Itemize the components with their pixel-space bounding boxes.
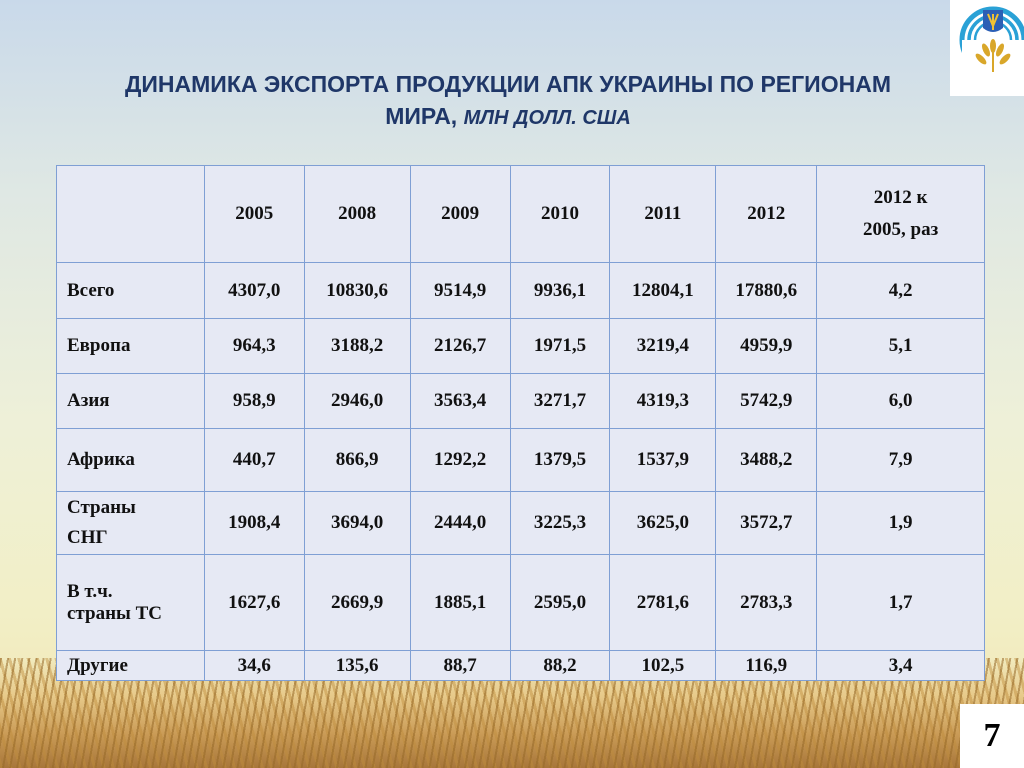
table-cell: 2595,0 bbox=[509, 554, 611, 651]
ratio-cell: 3,4 bbox=[816, 650, 985, 681]
table-cell: 12804,1 bbox=[609, 262, 717, 319]
header-year: 2012 bbox=[715, 165, 818, 263]
header-ratio: 2012 к 2005, раз bbox=[816, 165, 985, 263]
table-row: Другие 34,6 135,6 88,7 88,2 102,5 116,9 … bbox=[56, 650, 985, 681]
row-label-line1: В т.ч. bbox=[67, 580, 113, 602]
table-cell: 10830,6 bbox=[303, 262, 411, 319]
table-cell: 4307,0 bbox=[203, 262, 305, 319]
row-label-line2: СНГ bbox=[67, 527, 108, 548]
export-table: 2005 2008 2009 2010 2011 2012 2012 к 200… bbox=[56, 165, 985, 681]
table-cell: 2669,9 bbox=[303, 554, 411, 651]
title-line-1: ДИНАМИКА ЭКСПОРТА ПРОДУКЦИИ АПК УКРАИНЫ … bbox=[125, 71, 891, 97]
table-cell: 1885,1 bbox=[409, 554, 511, 651]
ratio-cell: 1,9 bbox=[816, 491, 985, 555]
table-cell: 4319,3 bbox=[609, 373, 717, 429]
table-cell: 3563,4 bbox=[409, 373, 511, 429]
table-cell: 3271,7 bbox=[509, 373, 611, 429]
ratio-cell: 6,0 bbox=[816, 373, 985, 429]
table-cell: 3219,4 bbox=[609, 318, 717, 374]
header-row: 2005 2008 2009 2010 2011 2012 2012 к 200… bbox=[56, 165, 985, 263]
table-cell: 964,3 bbox=[203, 318, 305, 374]
table-cell: 9936,1 bbox=[509, 262, 611, 319]
table-cell: 88,7 bbox=[409, 650, 511, 681]
table-cell: 9514,9 bbox=[409, 262, 511, 319]
table-cell: 2444,0 bbox=[409, 491, 511, 555]
table-cell: 2783,3 bbox=[715, 554, 818, 651]
table-cell: 4959,9 bbox=[715, 318, 818, 374]
table-cell: 1379,5 bbox=[509, 428, 611, 492]
row-label-line1: Страны bbox=[67, 497, 136, 518]
page-number: 7 bbox=[960, 704, 1024, 768]
table-cell: 3572,7 bbox=[715, 491, 818, 555]
header-year: 2011 bbox=[609, 165, 717, 263]
row-label: Африка bbox=[56, 428, 205, 492]
table-cell: 5742,9 bbox=[715, 373, 818, 429]
table-cell: 17880,6 bbox=[715, 262, 818, 319]
title-line-2-main: МИРА, bbox=[385, 103, 458, 129]
table-cell: 1537,9 bbox=[609, 428, 717, 492]
table-cell: 3694,0 bbox=[303, 491, 411, 555]
table-cell: 1627,6 bbox=[203, 554, 305, 651]
table-cell: 88,2 bbox=[509, 650, 611, 681]
ratio-cell: 5,1 bbox=[816, 318, 985, 374]
header-year: 2009 bbox=[409, 165, 511, 263]
table-cell: 1908,4 bbox=[203, 491, 305, 555]
header-year: 2005 bbox=[203, 165, 305, 263]
table-cell: 1971,5 bbox=[509, 318, 611, 374]
row-label-line2: страны ТС bbox=[67, 602, 162, 624]
table-cell: 34,6 bbox=[203, 650, 305, 681]
header-cell-empty bbox=[56, 165, 205, 263]
title-units: МЛН ДОЛЛ. США bbox=[463, 107, 631, 129]
table-row: Страны СНГ 1908,4 3694,0 2444,0 3225,3 3… bbox=[56, 491, 985, 555]
header-ratio-line2: 2005, раз bbox=[863, 219, 939, 240]
slide-title: ДИНАМИКА ЭКСПОРТА ПРОДУКЦИИ АПК УКРАИНЫ … bbox=[40, 68, 976, 134]
table-cell: 958,9 bbox=[203, 373, 305, 429]
table-cell: 116,9 bbox=[715, 650, 818, 681]
table-cell: 135,6 bbox=[303, 650, 411, 681]
ratio-cell: 1,7 bbox=[816, 554, 985, 651]
table-cell: 440,7 bbox=[203, 428, 305, 492]
table-cell: 3188,2 bbox=[303, 318, 411, 374]
table-row: Европа 964,3 3188,2 2126,7 1971,5 3219,4… bbox=[56, 318, 985, 374]
row-label: Азия bbox=[56, 373, 205, 429]
table-row: Азия 958,9 2946,0 3563,4 3271,7 4319,3 5… bbox=[56, 373, 985, 429]
title-line-2: МИРА, МЛН ДОЛЛ. США bbox=[40, 100, 976, 134]
row-label: Всего bbox=[56, 262, 205, 319]
row-label: Другие bbox=[56, 650, 205, 681]
table-cell: 2781,6 bbox=[609, 554, 717, 651]
table-cell: 866,9 bbox=[303, 428, 411, 492]
header-ratio-line1: 2012 к bbox=[873, 187, 928, 208]
table-cell: 2946,0 bbox=[303, 373, 411, 429]
ministry-logo bbox=[950, 0, 1024, 96]
table-cell: 3225,3 bbox=[509, 491, 611, 555]
table-cell: 1292,2 bbox=[409, 428, 511, 492]
table-cell: 102,5 bbox=[609, 650, 717, 681]
table-row: Африка 440,7 866,9 1292,2 1379,5 1537,9 … bbox=[56, 428, 985, 492]
ratio-cell: 7,9 bbox=[816, 428, 985, 492]
row-label: В т.ч. страны ТС bbox=[56, 554, 205, 651]
row-label: Европа bbox=[56, 318, 205, 374]
table-cell: 3488,2 bbox=[715, 428, 818, 492]
table-row: В т.ч. страны ТС 1627,6 2669,9 1885,1 25… bbox=[56, 554, 985, 651]
header-year: 2010 bbox=[509, 165, 611, 263]
row-label: Страны СНГ bbox=[56, 491, 205, 555]
header-year: 2008 bbox=[303, 165, 411, 263]
ratio-cell: 4,2 bbox=[816, 262, 985, 319]
table-row: Всего 4307,0 10830,6 9514,9 9936,1 12804… bbox=[56, 262, 985, 319]
table-cell: 2126,7 bbox=[409, 318, 511, 374]
table-cell: 3625,0 bbox=[609, 491, 717, 555]
